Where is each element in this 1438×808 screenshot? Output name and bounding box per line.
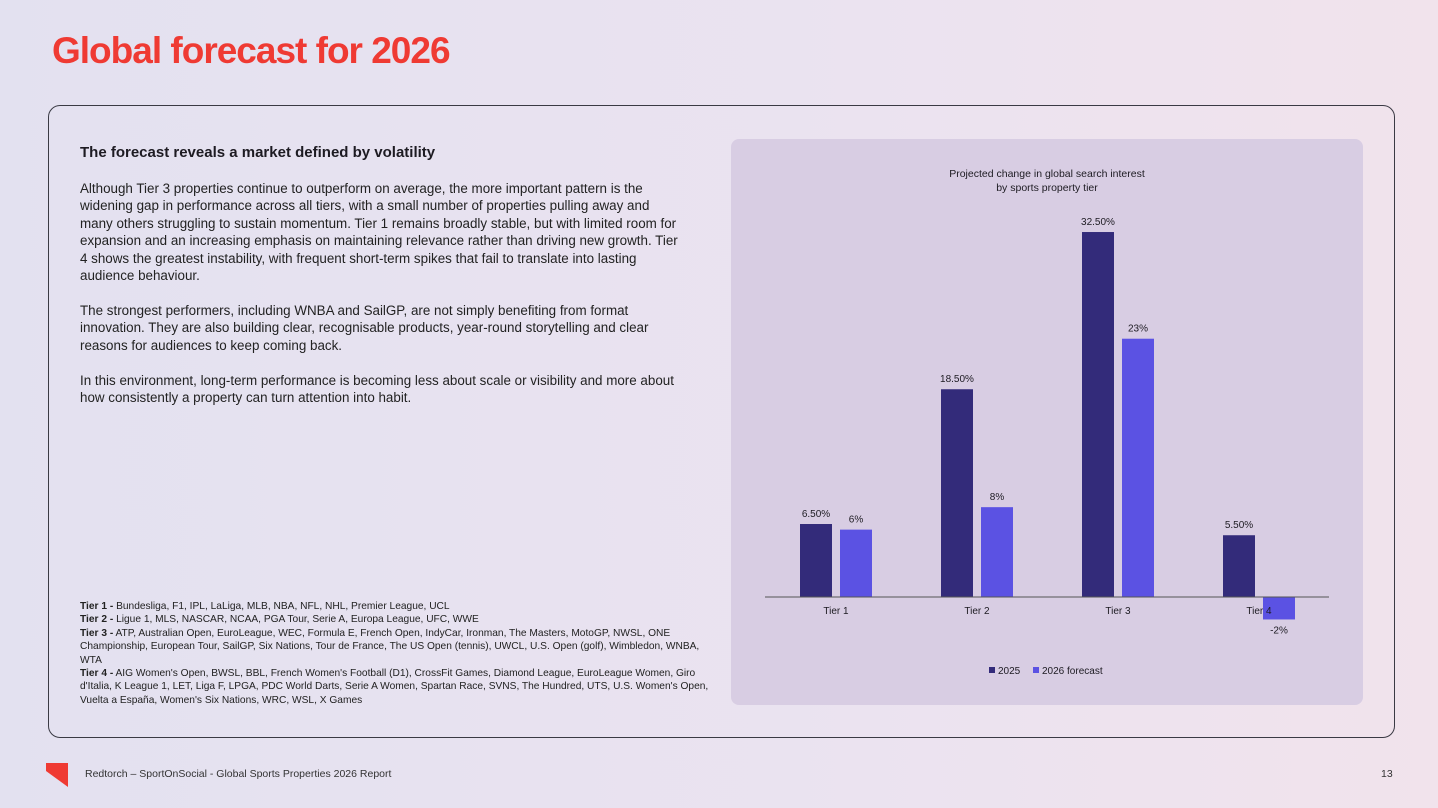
legend-label: 2025	[998, 666, 1021, 677]
bar-2026-forecast-tier-2	[981, 507, 1013, 597]
footer-text: Redtorch – SportOnSocial - Global Sports…	[85, 768, 392, 780]
data-label: 23%	[1128, 324, 1148, 335]
tier-list: AIG Women's Open, BWSL, BBL, French Wome…	[80, 668, 709, 706]
legend-label: 2026 forecast	[1042, 666, 1103, 677]
data-label: 6.50%	[802, 509, 830, 520]
tier-list: ATP, Australian Open, EuroLeague, WEC, F…	[80, 627, 700, 666]
bar-chart: Projected change in global search intere…	[765, 168, 1329, 677]
paragraph: The strongest performers, including WNBA…	[80, 303, 649, 353]
chart-title: Projected change in global search intere…	[949, 168, 1145, 180]
legend-swatch	[1033, 667, 1039, 673]
bar-2026-forecast-tier-1	[840, 529, 872, 597]
tier-label: Tier 4 -	[80, 668, 114, 680]
paragraph: Although Tier 3 properties continue to o…	[80, 181, 678, 284]
x-tick-label: Tier 3	[1105, 606, 1131, 617]
data-label: 18.50%	[940, 374, 974, 385]
bar-2025-tier-1	[800, 524, 832, 597]
bar-2025-tier-4	[1223, 535, 1255, 597]
x-tick-label: Tier 1	[823, 606, 849, 617]
page-number: 13	[1381, 768, 1393, 780]
bar-2025-tier-2	[941, 389, 973, 597]
tier-definitions: Tier 1 - Bundesliga, F1, IPL, LaLiga, ML…	[80, 600, 710, 707]
tier-list: Bundesliga, F1, IPL, LaLiga, MLB, NBA, N…	[116, 601, 450, 612]
bar-2026-forecast-tier-3	[1122, 338, 1154, 597]
data-label: 32.50%	[1081, 217, 1115, 228]
tier-label: Tier 2 -	[80, 614, 114, 626]
chart-panel: Projected change in global search intere…	[731, 139, 1363, 705]
chart-subtitle: by sports property tier	[996, 182, 1098, 194]
tier-line: Tier 3 - ATP, Australian Open, EuroLeagu…	[80, 627, 710, 667]
bar-2026-forecast-tier-4	[1263, 597, 1295, 620]
x-tick-label: Tier 4	[1246, 606, 1272, 617]
content-card	[48, 105, 1395, 738]
tier-line: Tier 4 - AIG Women's Open, BWSL, BBL, Fr…	[80, 667, 710, 707]
legend-swatch	[989, 667, 995, 673]
tier-label: Tier 3 -	[80, 627, 114, 639]
x-tick-label: Tier 2	[964, 606, 990, 617]
data-label: 6%	[849, 515, 864, 526]
redtorch-logo-icon	[46, 763, 68, 787]
data-label: 5.50%	[1225, 520, 1253, 531]
page-title: Global forecast for 2026	[52, 30, 451, 71]
tier-label: Tier 1 -	[80, 601, 114, 612]
tier-line: Tier 1 - Bundesliga, F1, IPL, LaLiga, ML…	[80, 600, 710, 613]
tier-line: Tier 2 - Ligue 1, MLS, NASCAR, NCAA, PGA…	[80, 613, 710, 626]
tier-list: Ligue 1, MLS, NASCAR, NCAA, PGA Tour, Se…	[116, 614, 479, 626]
data-label: 8%	[990, 492, 1005, 503]
bar-2025-tier-3	[1082, 232, 1114, 597]
data-label: -2%	[1270, 625, 1288, 636]
section-heading: The forecast reveals a market defined by…	[80, 144, 436, 161]
paragraph: In this environment, long-term performan…	[80, 373, 674, 406]
